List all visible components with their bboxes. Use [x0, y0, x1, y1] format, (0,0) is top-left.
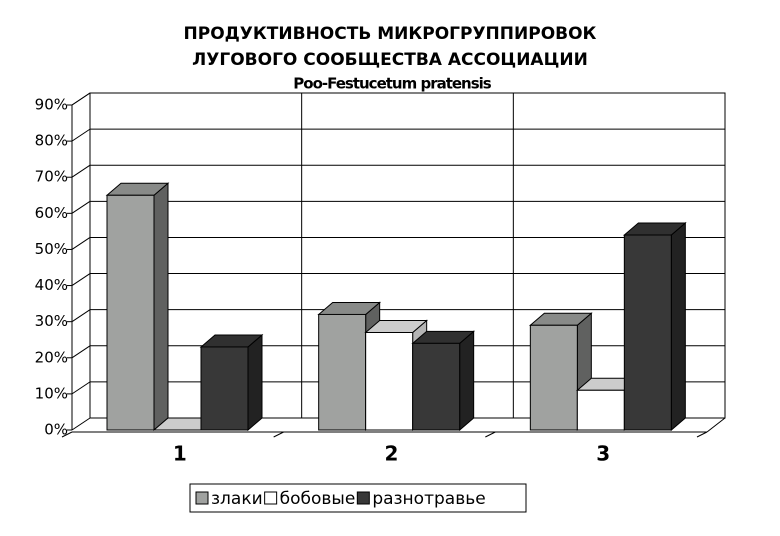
legend-swatch — [356, 491, 370, 505]
bar — [200, 346, 249, 431]
y-tick-label: 50% — [35, 240, 68, 258]
bar-side — [670, 221, 686, 432]
left-wall-top — [71, 92, 91, 106]
bar — [529, 324, 578, 431]
side-grid — [71, 309, 91, 323]
side-grid — [71, 417, 91, 431]
side-grid — [71, 128, 91, 142]
y-tick-label: 90% — [35, 96, 68, 114]
side-grid — [71, 273, 91, 286]
bar-side — [153, 182, 169, 432]
chart-title: ЛУГОВОГО СООБЩЕСТВА АССОЦИАЦИИ — [192, 50, 588, 70]
side-grid — [71, 345, 91, 359]
side-grid — [71, 237, 91, 250]
x-tick — [485, 431, 496, 438]
x-tick-label: 3 — [596, 442, 610, 466]
legend-swatch — [195, 491, 209, 505]
x-tick — [61, 431, 73, 438]
y-tick-label: 20% — [35, 348, 68, 366]
side-grid — [71, 164, 91, 178]
bar — [412, 342, 461, 431]
x-tick — [696, 431, 708, 438]
y-tick-label: 30% — [35, 312, 68, 330]
legend-box — [189, 483, 527, 513]
y-tick-label: 80% — [35, 132, 68, 150]
bar — [623, 234, 672, 431]
chart-title: ПРОДУКТИВНОСТЬ МИКРОГРУППИРОВОК — [184, 24, 597, 44]
chart-subtitle: Poo-Festucetum pratensis — [293, 75, 492, 93]
y-tick-label: 40% — [35, 276, 68, 294]
legend-label: бобовые — [280, 489, 356, 509]
y-tick-label: 10% — [35, 384, 68, 402]
bar-side — [459, 330, 475, 432]
y-tick-label: 60% — [35, 204, 68, 222]
bar — [576, 389, 625, 431]
x-tick-label: 2 — [385, 442, 399, 466]
bar — [318, 313, 367, 431]
y-tick-label: 0% — [44, 421, 68, 439]
legend-swatch — [264, 491, 278, 505]
x-tick — [273, 431, 284, 438]
side-grid — [71, 200, 91, 214]
bar — [106, 194, 155, 431]
side-grid — [71, 381, 91, 395]
floor-right — [706, 417, 726, 433]
bar — [365, 332, 414, 431]
y-tick-label: 70% — [35, 168, 68, 186]
legend-label: разнотравье — [372, 489, 485, 509]
x-tick-label: 1 — [173, 442, 187, 466]
bar-side — [247, 333, 263, 432]
legend-label: злаки — [211, 489, 263, 509]
